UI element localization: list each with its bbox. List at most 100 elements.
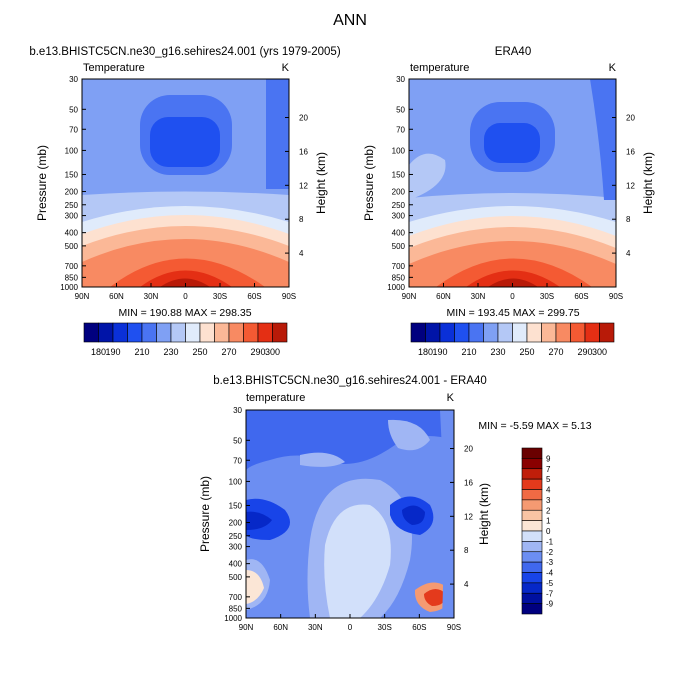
y-tick-label: 30	[69, 75, 78, 84]
colorbar-box	[127, 322, 143, 343]
y-tick-label: 200	[65, 188, 79, 197]
colorbar-box	[521, 541, 543, 553]
colorbar-label: 190	[432, 347, 447, 357]
y-tick-label: 400	[65, 229, 79, 238]
x-tick-label: 90N	[239, 623, 254, 632]
colorbar-label: 250	[192, 347, 207, 357]
colorbar-box	[521, 447, 543, 459]
colorbar-box	[521, 458, 543, 470]
panel-subtitle-right: K	[282, 62, 290, 74]
colorbar-box	[257, 322, 273, 343]
panel-era40: ERA40 temperature K 30507010015020025030…	[362, 46, 655, 357]
x-tick-label: 0	[183, 292, 188, 301]
colorbar-label: 180	[91, 347, 106, 357]
y-tick-label: 200	[229, 519, 243, 528]
contour-level-plus5	[424, 589, 446, 606]
colorbar: 180 190 210 230 250 270 290 300	[410, 322, 615, 357]
y-tick-label: 150	[392, 170, 406, 179]
y-axis-right-label: Height (km)	[477, 483, 491, 545]
x-tick-label: 90N	[75, 292, 90, 301]
colorbar-box	[521, 603, 543, 615]
panel-title: b.e13.BHISTC5CN.ne30_g16.sehires24.001 (…	[29, 46, 340, 58]
colorbar-box	[521, 468, 543, 480]
contour-level-minus5-right	[402, 505, 425, 525]
colorbar-box	[526, 322, 542, 343]
colorbar-label: -2	[546, 548, 554, 557]
colorbar: 180 190 210 230 250 270 290 300	[83, 322, 288, 357]
y-tick-label: 30	[233, 406, 242, 415]
colorbar-box	[425, 322, 441, 343]
colorbar-box	[512, 322, 528, 343]
colorbar-label: 1	[546, 517, 551, 526]
panel-difference: b.e13.BHISTC5CN.ne30_g16.sehires24.001 -…	[198, 375, 592, 632]
colorbar-box	[185, 322, 201, 343]
contour-field	[246, 410, 454, 618]
panel-model: b.e13.BHISTC5CN.ne30_g16.sehires24.001 (…	[29, 46, 340, 357]
colorbar-label: 290	[577, 347, 592, 357]
y-right-tick-label: 20	[464, 445, 473, 454]
y-tick-label: 30	[396, 75, 405, 84]
colorbar-label: 7	[546, 465, 551, 474]
y-tick-label: 850	[65, 273, 79, 282]
y-right-tick-label: 20	[299, 114, 308, 123]
colorbar-label: 4	[546, 486, 551, 495]
x-tick-label: 90S	[447, 623, 461, 632]
panel-title: ERA40	[495, 46, 531, 58]
colorbar-box	[521, 530, 543, 542]
colorbar-label: 9	[546, 454, 551, 463]
colorbar-label: 210	[461, 347, 476, 357]
y-right-tick-label: 12	[299, 181, 308, 190]
colorbar-box	[439, 322, 455, 343]
y-tick-label: 50	[69, 105, 78, 114]
colorbar-label: 190	[105, 347, 120, 357]
y-right-tick-label: 8	[464, 546, 469, 555]
colorbar-box	[199, 322, 215, 343]
colorbar-box	[410, 322, 426, 343]
contour-level-295	[488, 278, 538, 287]
colorbar-box	[83, 322, 99, 343]
y-tick-label: 1000	[60, 283, 78, 292]
contour-level-295	[160, 278, 210, 287]
colorbar-label: 290	[250, 347, 265, 357]
colorbar-label: -7	[546, 589, 554, 598]
y-axis-right-label: Height (km)	[314, 152, 328, 214]
panel-subtitle-left: temperature	[246, 392, 305, 404]
y-tick-label: 150	[65, 170, 79, 179]
colorbar-label: 5	[546, 475, 551, 484]
x-tick-label: 0	[348, 623, 353, 632]
y-right-tick-label: 4	[299, 249, 304, 258]
colorbar-box	[521, 520, 543, 532]
colorbar-box	[521, 499, 543, 511]
x-tick-label: 30N	[144, 292, 159, 301]
colorbar-label: 230	[163, 347, 178, 357]
colorbar-box	[521, 592, 543, 604]
panel-subtitle-right: K	[609, 62, 617, 74]
x-tick-label: 30N	[308, 623, 323, 632]
y-tick-label: 850	[229, 604, 243, 613]
contour-level-plus1-left	[246, 570, 264, 604]
colorbar-box	[228, 322, 244, 343]
y-right-tick-label: 8	[626, 215, 631, 224]
colorbar-label: -9	[546, 600, 554, 609]
contour-field	[409, 79, 616, 287]
y-tick-label: 250	[392, 201, 406, 210]
colorbar-box	[555, 322, 571, 343]
colorbar-label: 250	[519, 347, 534, 357]
y-tick-label: 500	[65, 242, 79, 251]
y-tick-label: 50	[396, 105, 405, 114]
colorbar-box	[454, 322, 470, 343]
panel-subtitle-left: Temperature	[83, 62, 145, 74]
colorbar-label: 3	[546, 496, 551, 505]
colorbar-label: 300	[592, 347, 607, 357]
colorbar-box	[156, 322, 172, 343]
contour-level-0-center	[324, 504, 391, 618]
contour-level-minus1-upper-right	[388, 419, 430, 451]
x-tick-label: 30S	[540, 292, 554, 301]
colorbar-label: -4	[546, 569, 554, 578]
y-tick-label: 150	[229, 501, 243, 510]
x-tick-label: 60S	[412, 623, 426, 632]
colorbar-label: 230	[490, 347, 505, 357]
y-tick-label: 400	[229, 560, 243, 569]
